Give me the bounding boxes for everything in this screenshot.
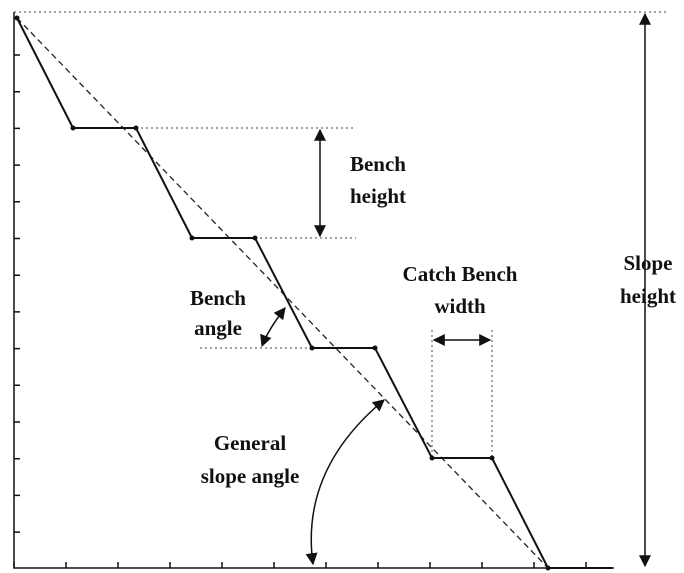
label: General [214,431,286,455]
bench-profile [16,17,612,569]
labels: Bench height Catch Bench width Bench ang… [190,152,676,488]
node [14,15,20,21]
node [309,345,315,351]
node [372,345,378,351]
node [252,235,258,241]
label: Bench [350,152,406,176]
label: height [350,184,406,208]
node [545,565,551,571]
label: slope angle [201,464,300,488]
node [70,125,76,131]
label: Catch Bench [403,262,518,286]
label: Bench [190,286,246,310]
node [189,235,195,241]
label: width [434,294,486,318]
guide-lines [14,11,668,458]
node [133,125,139,131]
label: angle [194,316,242,340]
axes [13,12,614,569]
profile-nodes [14,15,551,571]
node [429,455,435,461]
label: height [620,284,676,308]
label: Slope [623,251,672,275]
node [489,455,495,461]
dimension-arrows [260,12,651,568]
